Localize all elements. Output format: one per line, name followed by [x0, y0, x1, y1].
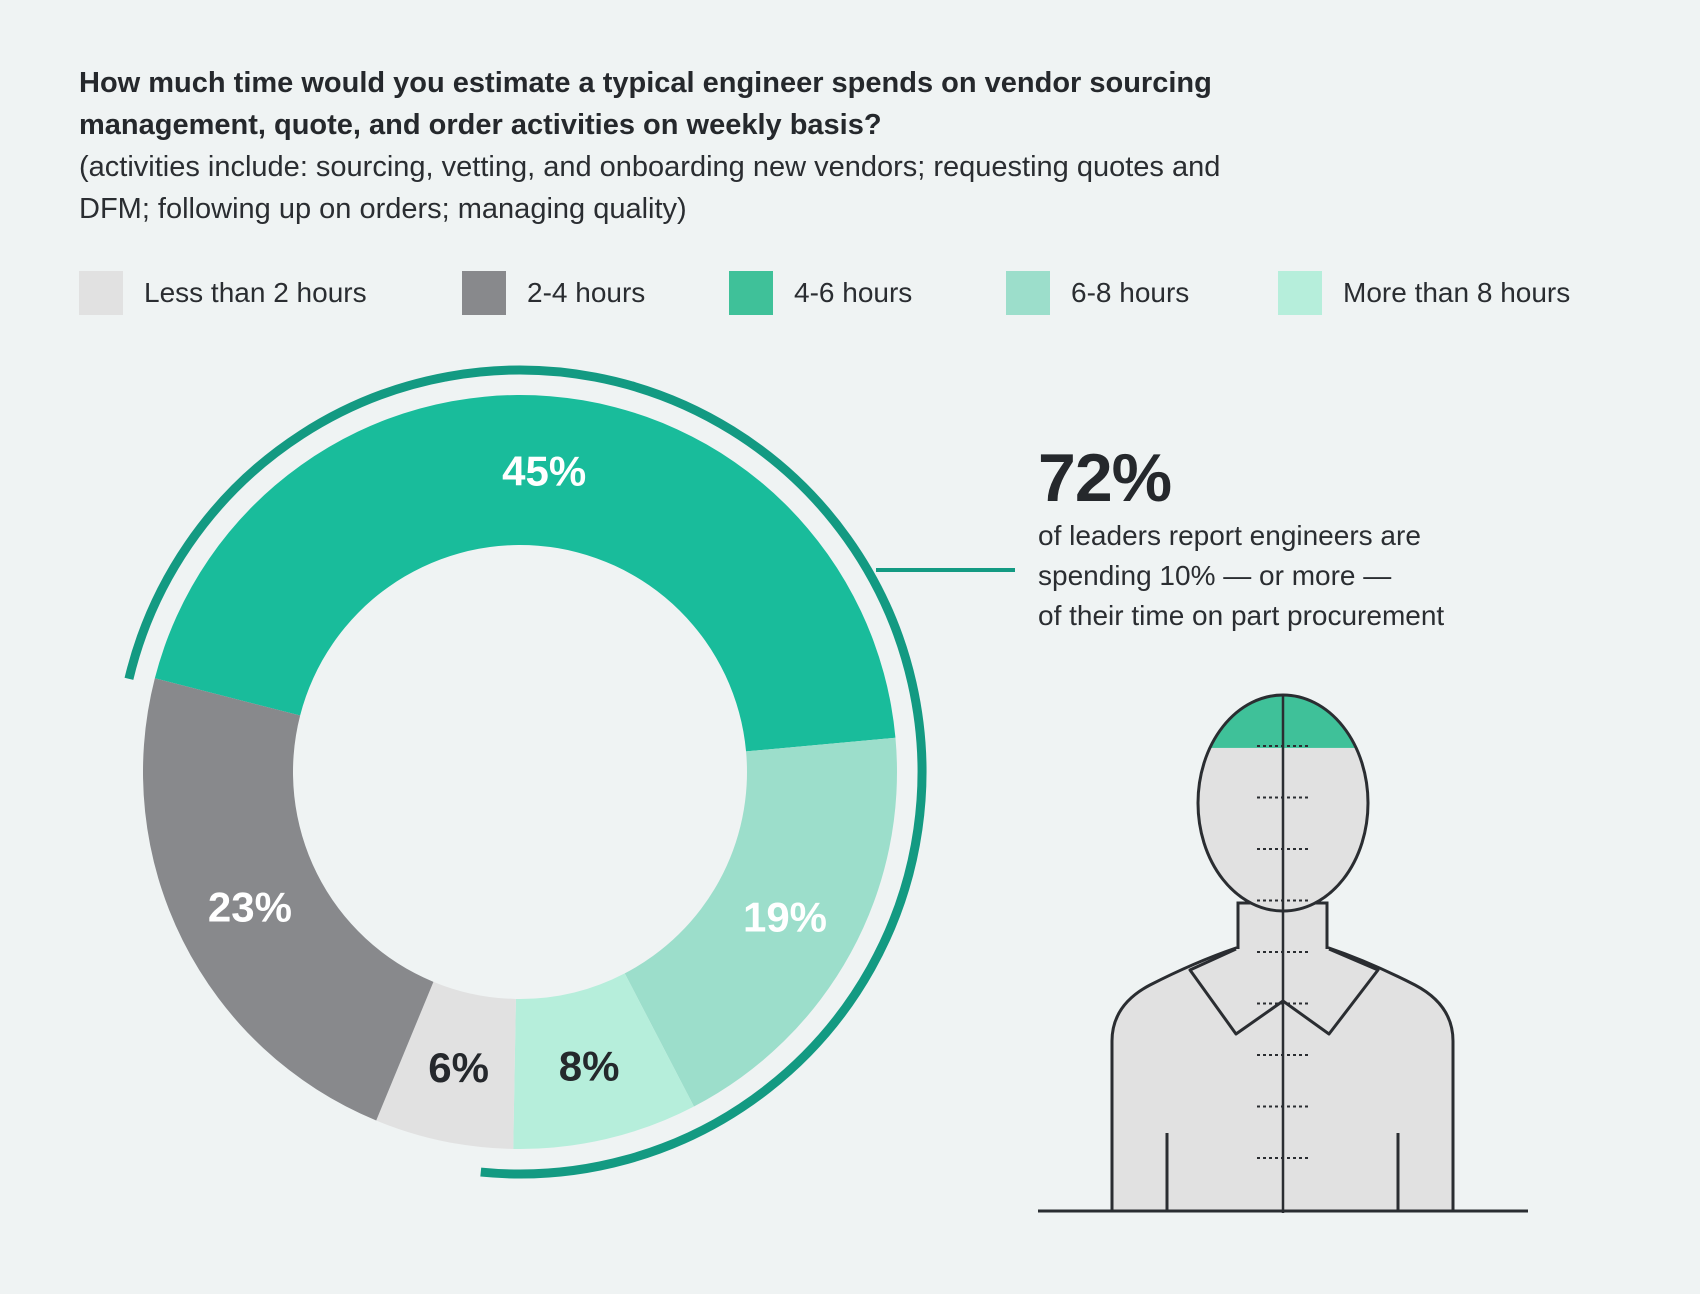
donut-slice-more-than-8-hours [513, 973, 694, 1149]
donut-slice-less-than-2-hours [376, 981, 516, 1149]
chart-subtitle: (activities include: sourcing, vetting, … [79, 151, 1221, 225]
slice-label: 23% [208, 884, 292, 931]
legend-swatch [79, 271, 123, 315]
legend-swatch [462, 271, 506, 315]
legend-label: 2-4 hours [527, 277, 646, 308]
slice-label: 8% [559, 1042, 620, 1089]
donut-slice-6-8-hours [624, 737, 897, 1107]
legend-label: More than 8 hours [1343, 277, 1571, 308]
engineer-person-icon [1038, 693, 1528, 1213]
highlight-ring [124, 365, 927, 1179]
callout-line: spending 10% — or more — [1038, 560, 1392, 591]
legend-swatch [1006, 271, 1050, 315]
legend-item-4-6: 4-6 hours [729, 271, 912, 315]
legend-label: 4-6 hours [794, 277, 913, 308]
legend-item-6-8: 6-8 hours [1006, 271, 1189, 315]
legend-label: Less than 2 hours [144, 277, 367, 308]
callout-line: of their time on part procurement [1038, 600, 1445, 631]
slice-label: 45% [502, 447, 586, 494]
legend: Less than 2 hours 2-4 hours 4-6 hours 6-… [79, 271, 1639, 315]
donut-slice-labels: 45% 19% 8% 6% 23% [208, 447, 827, 1091]
donut-slice-4-6-hours [154, 395, 896, 752]
question-block: How much time would you estimate a typic… [79, 62, 1239, 230]
chart-title: How much time would you estimate a typic… [79, 67, 1212, 141]
legend-swatch [729, 271, 773, 315]
callout-line: of leaders report engineers are [1038, 520, 1421, 551]
legend-label: 6-8 hours [1071, 277, 1190, 308]
slice-label: 6% [428, 1044, 489, 1091]
donut-slices [142, 395, 897, 1149]
callout-value: 72% [1038, 440, 1172, 516]
slice-label: 19% [743, 893, 827, 940]
legend-swatch [1278, 271, 1322, 315]
donut-slice-2-4-hours [142, 678, 434, 1121]
legend-item-less-than-2: Less than 2 hours [79, 271, 367, 315]
measure-ticks [1257, 745, 1309, 1159]
stat-callout: 72% of leaders report engineers are spen… [1038, 440, 1558, 636]
legend-item-more-than-8: More than 8 hours [1278, 271, 1570, 315]
legend-item-2-4: 2-4 hours [462, 271, 645, 315]
